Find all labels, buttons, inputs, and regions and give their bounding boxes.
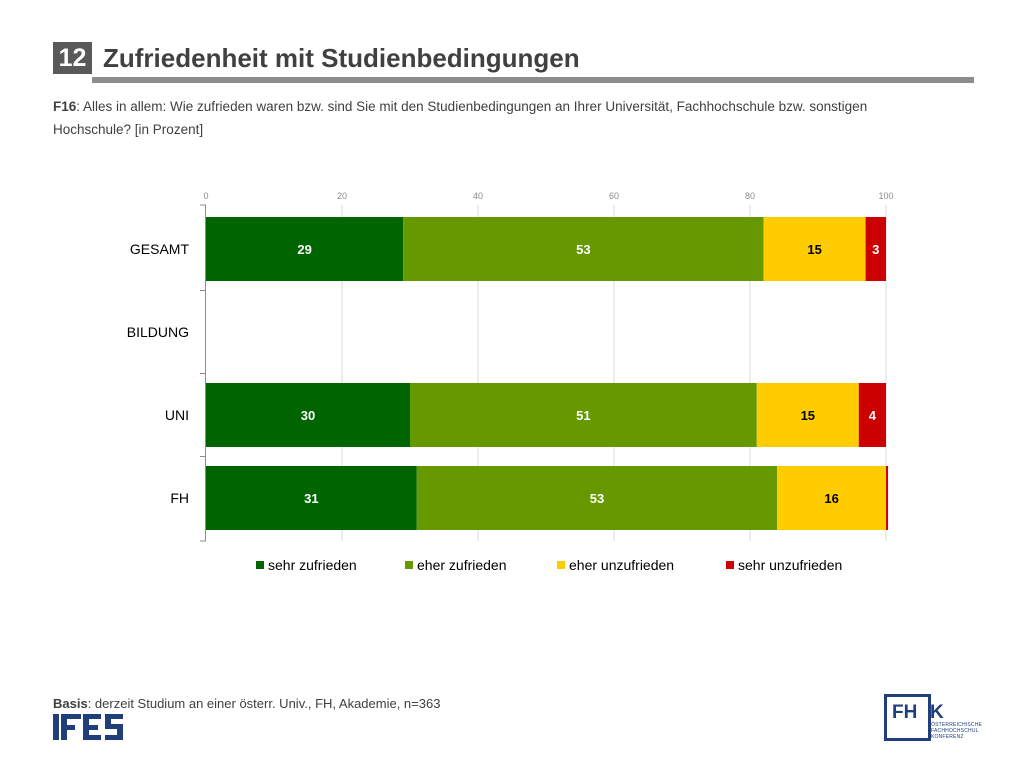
svg-text:K: K <box>930 702 944 723</box>
category-label: BILDUNG <box>127 324 189 340</box>
data-label: 29 <box>297 242 311 257</box>
data-label: 15 <box>807 242 821 257</box>
bar-segment <box>865 217 886 281</box>
data-label: 15 <box>801 408 815 423</box>
bar-segment <box>410 383 757 447</box>
bar-segment <box>403 217 764 281</box>
data-label: 31 <box>304 491 318 506</box>
bar-segment <box>206 466 417 530</box>
x-tick-label: 0 <box>203 191 208 201</box>
title-divider <box>92 77 974 83</box>
bar-segment <box>206 217 404 281</box>
fhk-logo-subtitle: ÖSTERREICHISCHE FACHHOCHSCHUL KONFERENZ <box>931 722 983 740</box>
legend-swatch <box>405 561 413 569</box>
svg-text:FH: FH <box>892 702 917 723</box>
legend-swatch <box>256 561 264 569</box>
legend-label: eher unzufrieden <box>569 557 674 573</box>
ifes-logo <box>53 714 123 740</box>
data-label: 53 <box>590 491 604 506</box>
bar-segment <box>858 383 886 447</box>
fhk-logo: FH K <box>884 694 944 741</box>
x-tick-label: 60 <box>609 191 619 201</box>
bar-segment <box>416 466 778 530</box>
legend-swatch <box>726 561 734 569</box>
basis-text: : derzeit Studium an einer österr. Univ.… <box>87 696 441 711</box>
slide-number: 12 <box>53 42 92 74</box>
data-label: 53 <box>576 242 590 257</box>
data-label: 51 <box>576 408 590 423</box>
data-label: 4 <box>869 408 877 423</box>
legend-swatch <box>557 561 565 569</box>
x-tick-label: 40 <box>473 191 483 201</box>
question-body: : Alles in allem: Wie zufrieden waren bz… <box>53 99 868 137</box>
bar-segment <box>763 217 866 281</box>
question-text: F16: Alles in allem: Wie zufrieden waren… <box>53 95 933 141</box>
data-label: 30 <box>301 408 315 423</box>
x-tick-label: 100 <box>878 191 893 201</box>
question-code: F16 <box>53 99 77 114</box>
data-label: 16 <box>824 491 838 506</box>
x-tick-label: 80 <box>745 191 755 201</box>
bar-segment <box>756 383 859 447</box>
legend-label: sehr zufrieden <box>268 557 357 573</box>
bar-segment <box>206 383 410 447</box>
legend-label: sehr unzufrieden <box>738 557 842 573</box>
bar-segment <box>777 466 886 530</box>
basis-label: Basis <box>53 696 88 711</box>
legend-label: eher zufrieden <box>417 557 507 573</box>
category-label: FH <box>170 490 189 506</box>
footer-basis: Basis: derzeit Studium an einer österr. … <box>53 696 440 711</box>
bar-segment <box>886 466 889 530</box>
slide-title: Zufriedenheit mit Studienbedingungen <box>103 43 580 73</box>
data-label: 3 <box>872 242 879 257</box>
category-label: UNI <box>165 407 189 423</box>
x-tick-label: 20 <box>337 191 347 201</box>
category-label: GESAMT <box>130 241 190 257</box>
